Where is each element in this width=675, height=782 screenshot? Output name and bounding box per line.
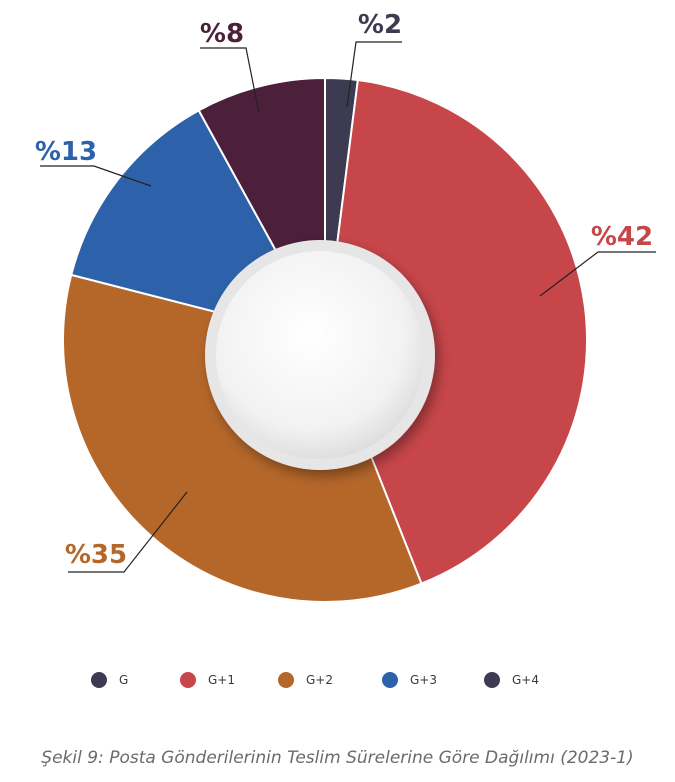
legend-item: G+1 [180,672,235,688]
legend-item: G+3 [382,672,437,688]
legend-swatch [484,672,500,688]
data-label-gplus1: %42 [591,222,653,252]
legend-swatch [382,672,398,688]
legend-swatch [91,672,107,688]
legend-label: G+1 [208,673,235,687]
legend-label: G+4 [512,673,539,687]
legend-label: G+3 [410,673,437,687]
data-label-g: %2 [358,10,402,40]
legend-label: G [119,673,129,687]
leader-line [40,165,152,187]
leader-line [200,47,260,114]
figure-caption: Şekil 9: Posta Gönderilerinin Teslim Sür… [41,748,634,768]
leader-line [68,491,188,573]
legend-swatch [180,672,196,688]
donut-chart: %2 %42 %35 %13 %8 [35,10,656,603]
leader-line [346,41,402,108]
legend-item: G+4 [484,672,539,688]
legend-swatch [278,672,294,688]
data-label-gplus4: %8 [200,19,244,49]
legend-label: G+2 [306,673,333,687]
donut-center [205,240,435,470]
leader-line [539,251,656,297]
legend-item: G+2 [278,672,333,688]
data-label-gplus2: %35 [65,540,127,570]
data-label-gplus3: %13 [35,137,97,167]
slice-gplus1 [323,78,588,585]
legend: G G+1 G+2 G+3 G+4 [0,672,675,696]
legend-item: G [91,672,128,688]
